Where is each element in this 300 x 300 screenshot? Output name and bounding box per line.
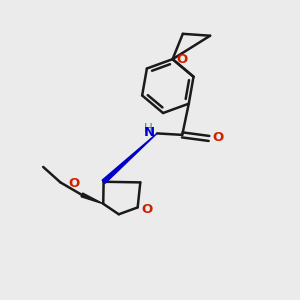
Text: O: O xyxy=(68,177,80,190)
Polygon shape xyxy=(102,134,157,183)
Polygon shape xyxy=(81,193,103,204)
Text: O: O xyxy=(212,131,223,144)
Text: N: N xyxy=(143,126,155,139)
Text: O: O xyxy=(141,203,152,216)
Text: O: O xyxy=(176,53,188,66)
Text: H: H xyxy=(144,122,152,135)
